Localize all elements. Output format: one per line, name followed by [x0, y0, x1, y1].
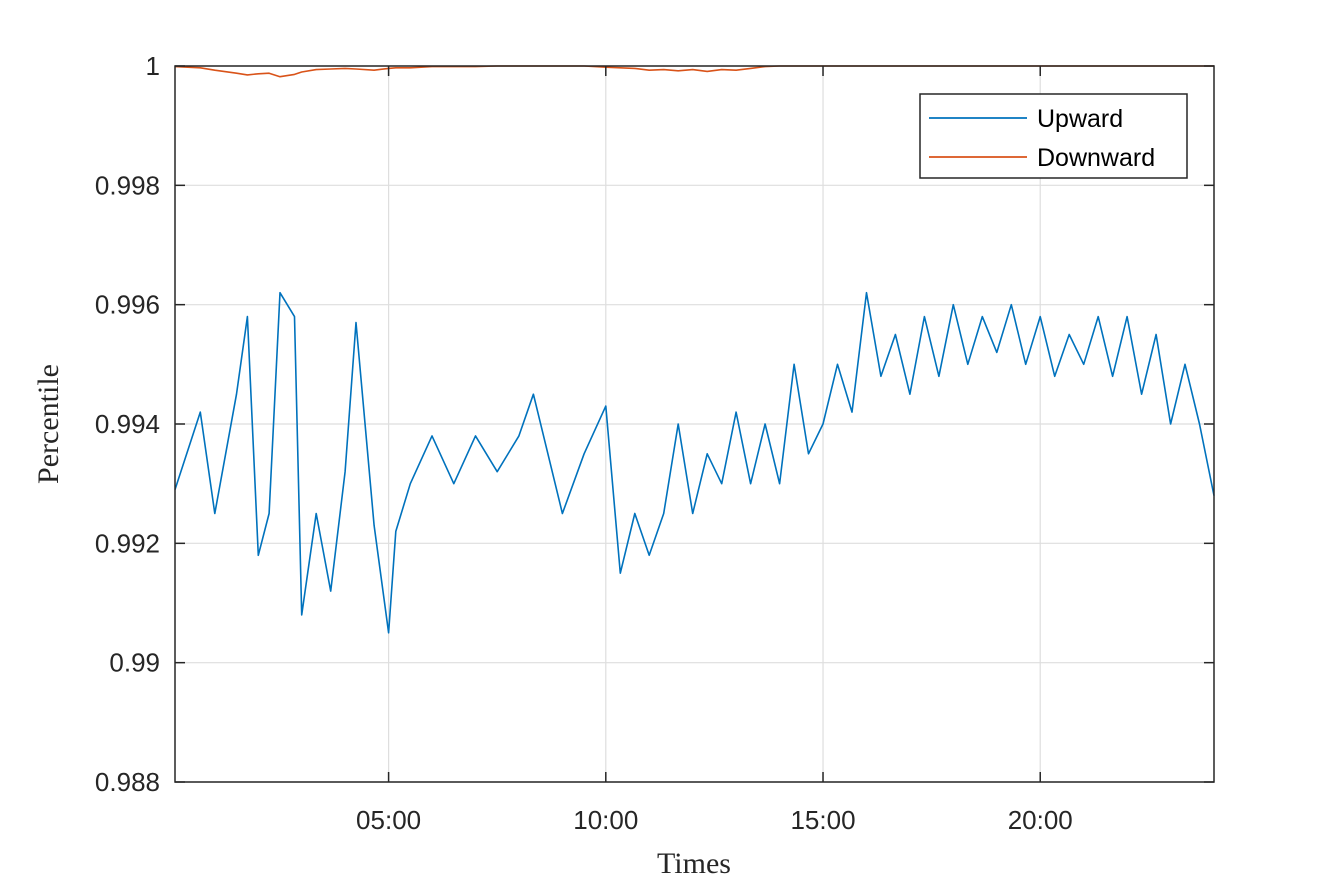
x-tick-labels: 05:00 10:00 15:00 20:00 — [356, 805, 1073, 835]
y-tick-label: 0.992 — [95, 528, 160, 558]
legend-box — [919, 93, 1188, 179]
y-tick-label: 1 — [146, 51, 160, 81]
y-axis-label: Percentile — [32, 364, 65, 484]
legend-label-upward: Upward — [1037, 105, 1123, 133]
y-tick-label: 0.998 — [95, 170, 160, 200]
tick-marks — [175, 65, 1214, 783]
y-tick-label: 0.994 — [95, 409, 160, 439]
legend-label-downward: Downward — [1037, 144, 1155, 172]
x-tick-label: 05:00 — [356, 805, 421, 835]
x-tick-label: 10:00 — [573, 805, 638, 835]
y-tick-label: 0.99 — [109, 648, 160, 678]
y-tick-label: 0.996 — [95, 290, 160, 320]
y-tick-labels: 0.988 0.99 0.992 0.994 0.996 0.998 1 — [95, 51, 160, 797]
x-tick-label: 15:00 — [790, 805, 855, 835]
series-line-upward — [174, 291, 1215, 634]
legend: Upward Downward — [919, 93, 1188, 179]
y-tick-label: 0.988 — [95, 767, 160, 797]
x-tick-label: 20:00 — [1008, 805, 1073, 835]
x-axis-label: Times — [657, 847, 731, 880]
